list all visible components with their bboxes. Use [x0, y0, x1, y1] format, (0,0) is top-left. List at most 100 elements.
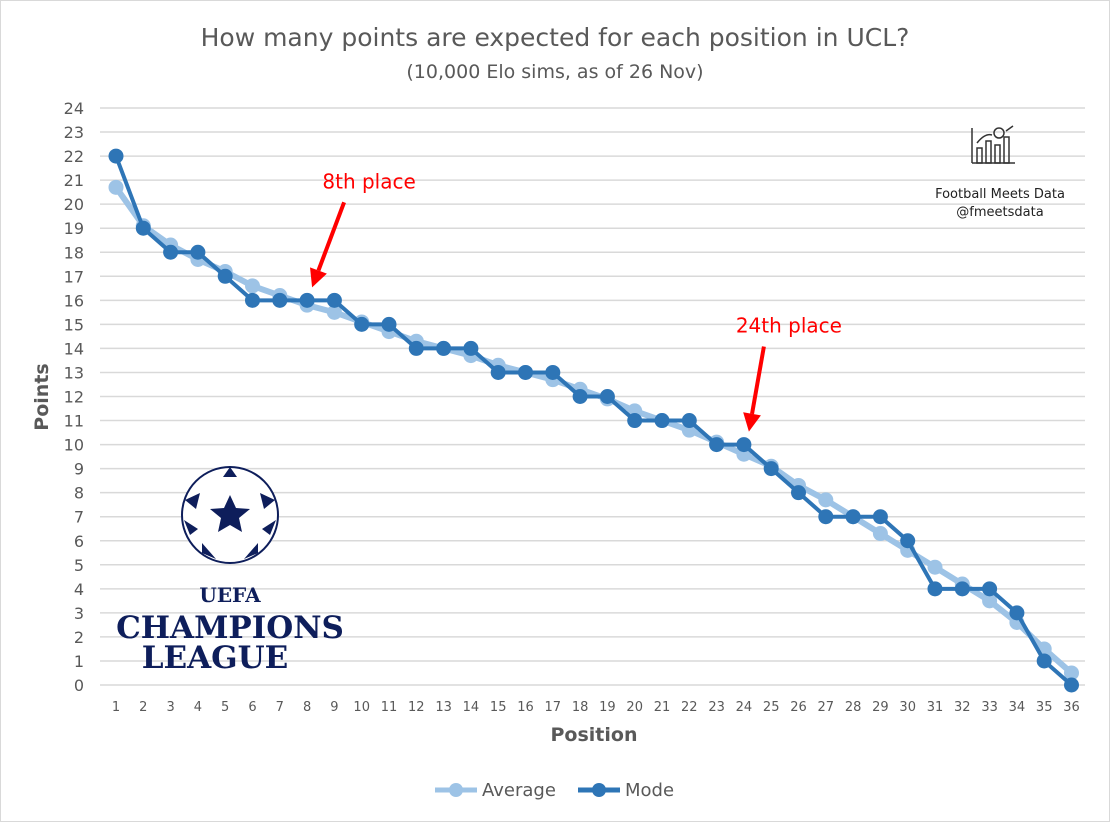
y-tick-label: 19	[64, 219, 84, 238]
champions-league-logo: UEFA CHAMPIONS LEAGUE	[116, 466, 344, 676]
arrowhead-icon	[743, 412, 761, 432]
data-point	[763, 461, 779, 477]
y-tick-label: 11	[64, 412, 84, 431]
chart-subtitle: (10,000 Elo sims, as of 26 Nov)	[406, 61, 703, 83]
data-point	[954, 581, 970, 597]
series-mode	[108, 148, 1079, 693]
data-point	[463, 340, 479, 356]
x-tick-label: 26	[790, 700, 807, 715]
y-tick-label: 12	[64, 388, 84, 407]
data-point	[872, 509, 888, 525]
y-tick-label: 7	[74, 508, 84, 527]
data-point	[490, 364, 506, 380]
branding: Football Meets Data @fmeetsdata	[935, 125, 1065, 220]
legend: Average Mode	[435, 780, 674, 801]
x-tick-label: 11	[381, 700, 398, 715]
y-tick-label: 0	[74, 676, 84, 695]
x-tick-label: 22	[681, 700, 698, 715]
x-tick-label: 21	[654, 700, 671, 715]
data-point	[408, 340, 424, 356]
data-point	[872, 526, 888, 542]
data-point	[272, 292, 288, 308]
x-tick-label: 34	[1009, 700, 1026, 715]
x-tick-label: 18	[572, 700, 589, 715]
x-axis-label: Position	[551, 724, 638, 746]
league-text: LEAGUE	[142, 640, 289, 676]
data-point	[217, 268, 233, 284]
x-tick-label: 31	[927, 700, 944, 715]
annotation-arrow	[316, 201, 346, 272]
football-data-icon	[971, 125, 1015, 164]
x-tick-label: 15	[490, 700, 507, 715]
x-tick-label: 23	[708, 700, 725, 715]
y-tick-label: 24	[64, 99, 84, 118]
y-tick-label: 14	[64, 339, 84, 358]
data-point	[627, 413, 643, 429]
x-tick-label: 5	[221, 700, 229, 715]
x-tick-label: 29	[872, 700, 889, 715]
legend-item-average[interactable]: Average	[435, 780, 556, 801]
y-tick-label: 22	[64, 147, 84, 166]
data-point	[326, 292, 342, 308]
data-point	[299, 292, 315, 308]
data-point	[572, 389, 588, 404]
data-point	[982, 581, 998, 597]
y-axis-label: Points	[31, 363, 53, 430]
data-point	[654, 413, 670, 429]
data-point	[436, 340, 452, 356]
x-tick-label: 10	[353, 700, 370, 715]
uefa-text: UEFA	[199, 583, 261, 607]
y-tick-label: 3	[74, 604, 84, 623]
x-tick-label: 7	[276, 700, 284, 715]
y-tick-label: 5	[74, 556, 84, 575]
y-tick-label: 9	[74, 460, 84, 479]
y-tick-label: 10	[64, 436, 84, 455]
x-tick-label: 20	[626, 700, 643, 715]
y-tick-label: 21	[64, 171, 84, 190]
data-point	[545, 364, 561, 380]
x-tick-label: 8	[303, 700, 311, 715]
x-tick-label: 25	[763, 700, 780, 715]
x-tick-label: 6	[248, 700, 256, 715]
data-point	[381, 316, 397, 332]
x-tick-label: 28	[845, 700, 862, 715]
annotation-label: 24th place	[736, 314, 842, 338]
data-point	[845, 509, 861, 525]
data-point	[927, 559, 943, 575]
data-point	[927, 581, 943, 597]
data-point	[163, 244, 179, 260]
data-point	[1064, 677, 1079, 693]
data-point	[709, 437, 725, 453]
y-tick-label: 8	[74, 484, 84, 503]
x-tick-label: 4	[194, 700, 202, 715]
data-point	[982, 593, 998, 609]
legend-item-mode[interactable]: Mode	[578, 780, 674, 801]
data-point	[1064, 665, 1079, 681]
arrowhead-icon	[310, 267, 327, 288]
data-point	[900, 533, 916, 549]
data-point	[108, 148, 124, 164]
legend-label-average: Average	[482, 780, 556, 801]
x-tick-label: 35	[1036, 700, 1053, 715]
data-point	[518, 364, 533, 380]
x-tick-label: 3	[166, 700, 174, 715]
data-point	[1036, 653, 1052, 669]
data-point	[245, 292, 260, 308]
x-tick-label: 32	[954, 700, 971, 715]
y-tick-label: 23	[64, 123, 84, 142]
data-point	[818, 509, 834, 525]
y-tick-label: 16	[64, 291, 84, 310]
y-tick-label: 17	[64, 267, 84, 286]
champions-text: CHAMPIONS	[116, 610, 344, 646]
data-point	[681, 413, 697, 429]
data-point	[326, 304, 342, 320]
annotation-arrow	[750, 346, 766, 415]
x-tick-label: 30	[899, 700, 916, 715]
y-tick-label: 13	[64, 363, 84, 382]
x-tick-label: 33	[981, 700, 998, 715]
data-point	[599, 389, 615, 404]
chart-title: How many points are expected for each po…	[201, 23, 910, 52]
annotation-label: 8th place	[322, 169, 415, 193]
x-tick-label: 19	[599, 700, 616, 715]
